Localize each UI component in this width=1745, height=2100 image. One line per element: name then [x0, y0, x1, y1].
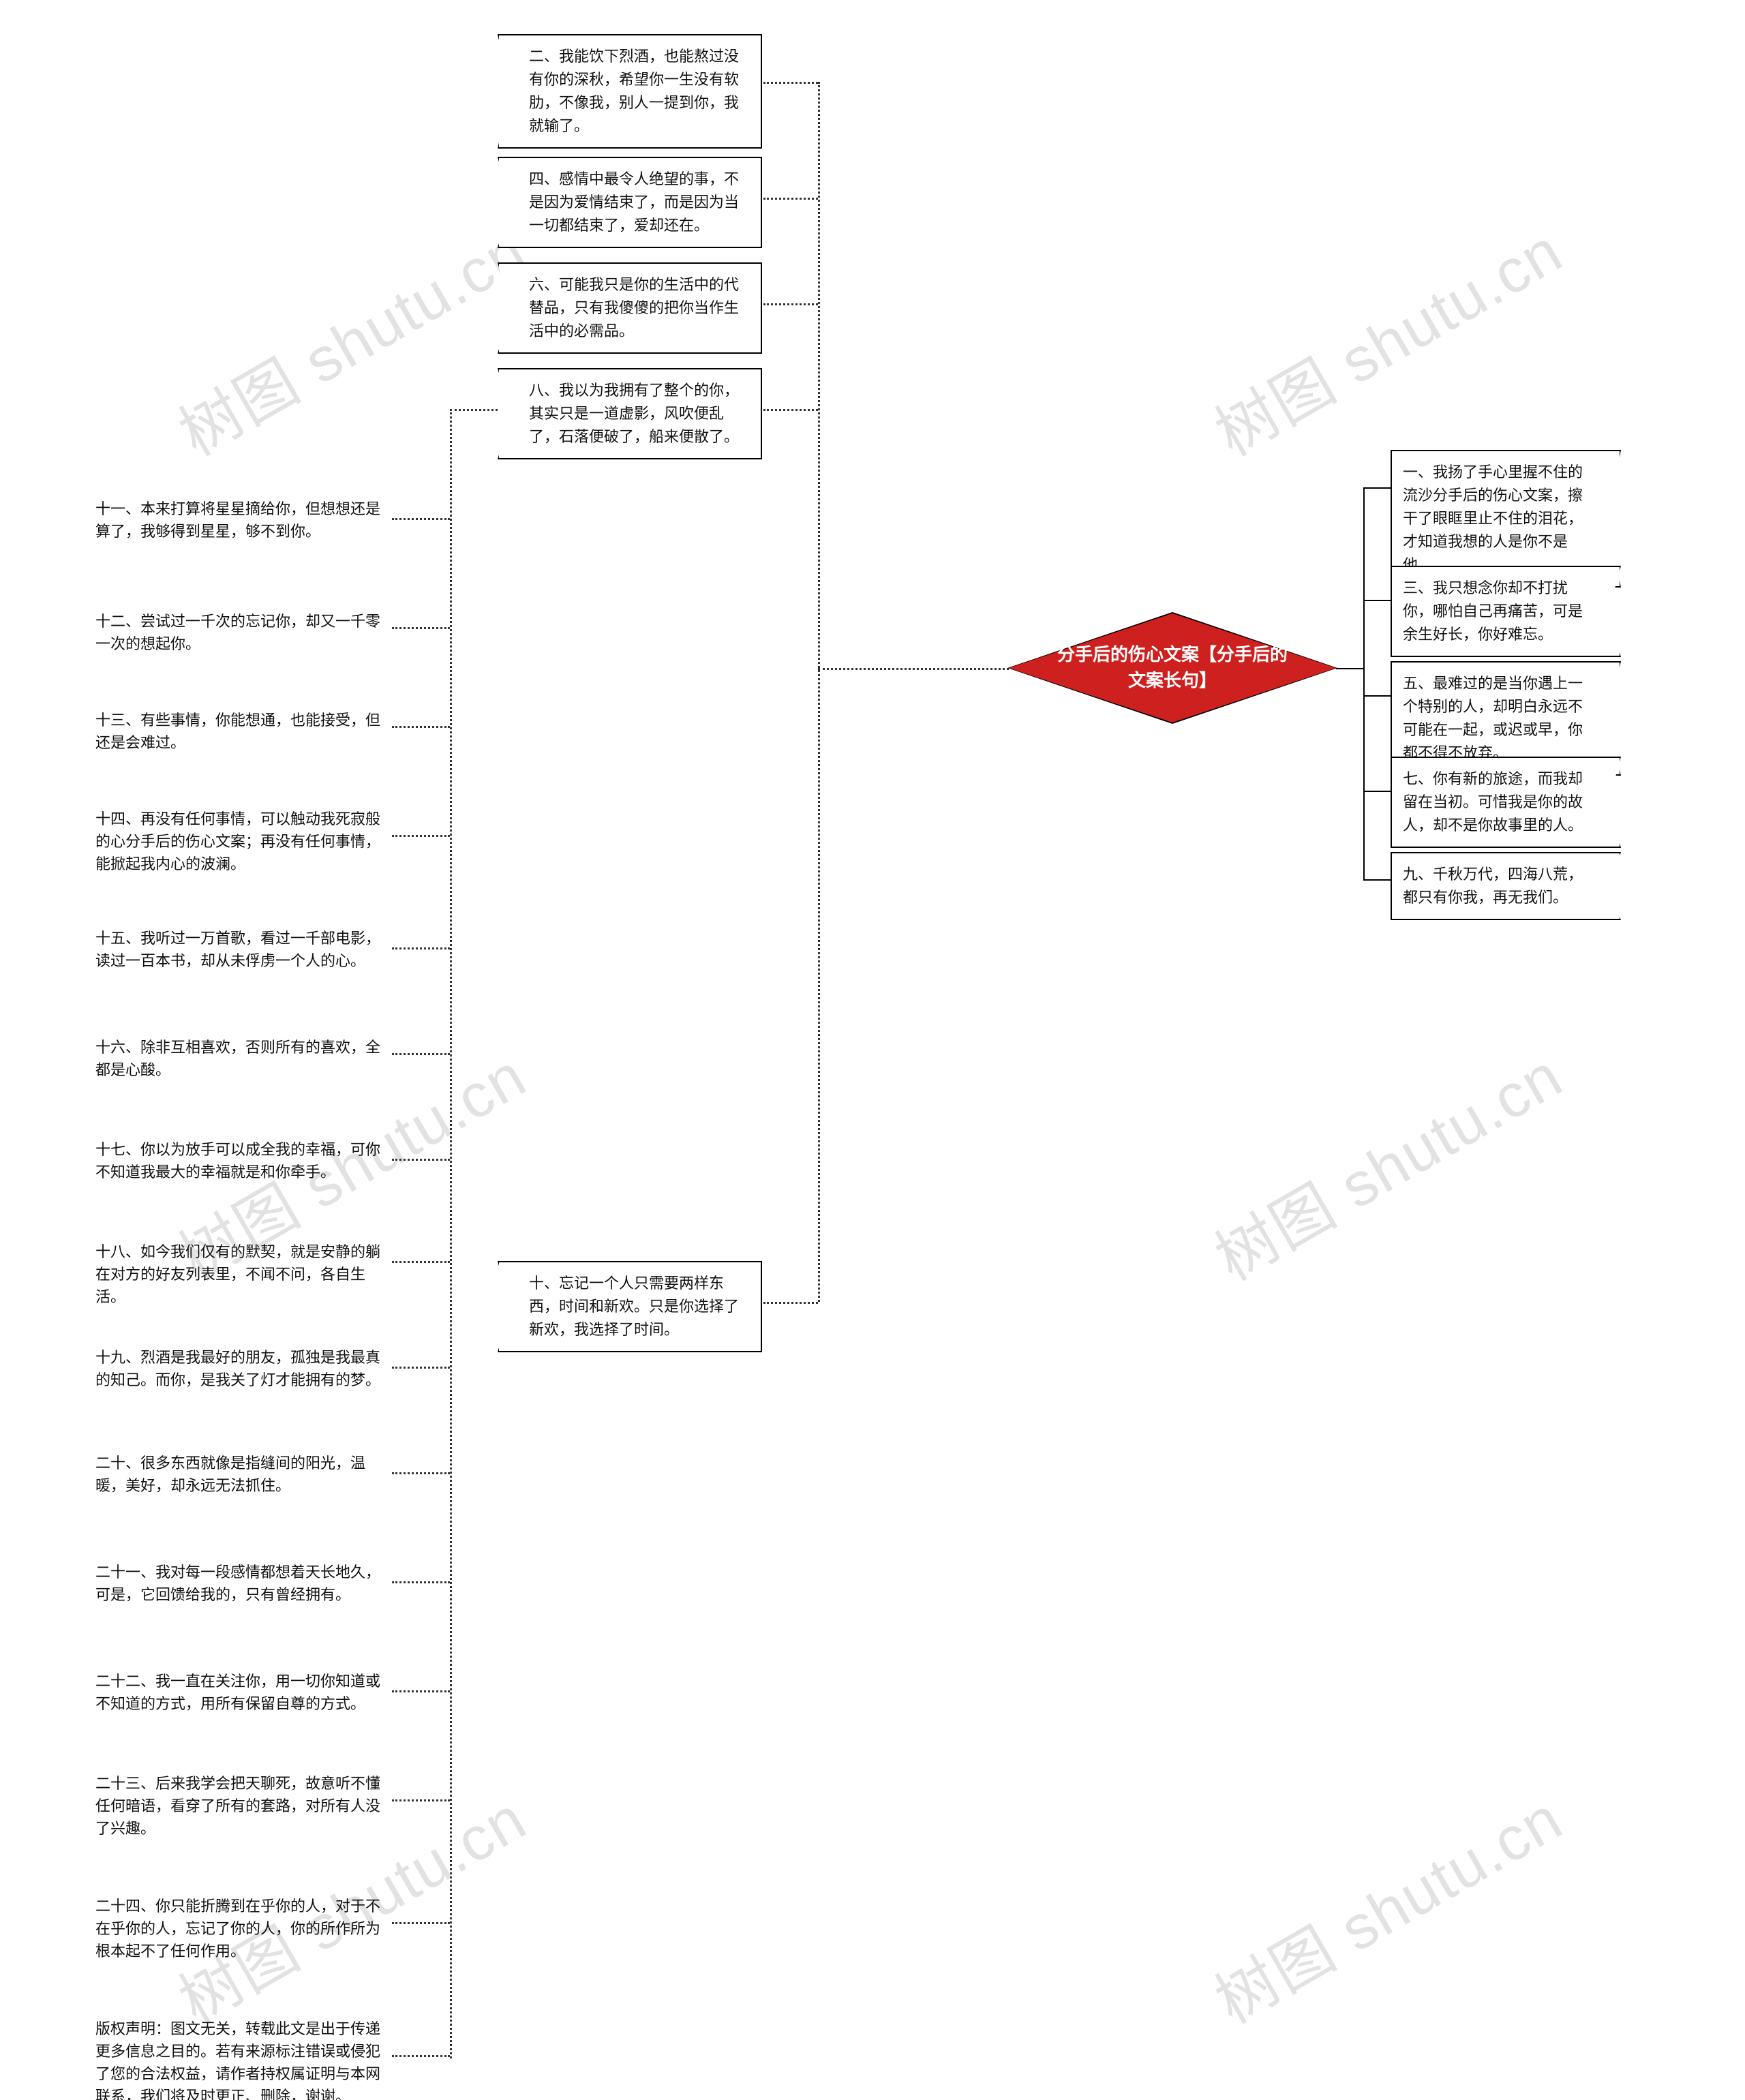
connector	[392, 1053, 450, 1055]
connector	[392, 518, 450, 520]
watermark: 树图 shutu.cn	[1196, 1770, 1575, 2040]
connector	[763, 82, 818, 84]
node-right-3: 三、我只想念你却不打扰你，哪怕自己再痛苦，可是余生好长，你好难忘。	[1391, 566, 1609, 657]
node-left-22: 二十二、我一直在关注你，用一切你知道或不知道的方式，用所有保留自尊的方式。	[95, 1670, 389, 1715]
connector	[1363, 487, 1365, 879]
connector	[392, 1472, 450, 1474]
connector	[392, 726, 450, 728]
center-node: 分手后的伤心文案【分手后的文案长句】	[1009, 613, 1336, 722]
node-left-15: 十五、我听过一万首歌，看过一千部电影，读过一百本书，却从未俘虏一个人的心。	[95, 927, 389, 972]
connector	[392, 2055, 450, 2057]
connector	[392, 1261, 450, 1263]
watermark: 树图 shutu.cn	[1196, 1027, 1575, 1297]
connector	[392, 947, 450, 949]
connector	[392, 1159, 450, 1161]
node-left-copyright: 版权声明：图文无关，转载此文是出于传递更多信息之目的。若有来源标注错误或侵犯了您…	[95, 2018, 389, 2100]
connector	[763, 303, 818, 305]
node-left-11: 十一、本来打算将星星摘给你，但想想还是算了，我够得到星星，够不到你。	[95, 498, 389, 543]
watermark: 树图 shutu.cn	[160, 202, 539, 472]
connector	[392, 627, 450, 629]
connector	[1363, 791, 1391, 792]
node-left-12: 十二、尝试过一千次的忘记你，却又一千零一次的想起你。	[95, 610, 389, 655]
connector	[392, 1922, 450, 1924]
connector	[392, 835, 450, 837]
connector	[763, 1302, 818, 1304]
node-right-9: 九、千秋万代，四海八荒，都只有你我，再无我们。	[1391, 852, 1609, 920]
connector	[818, 668, 1009, 670]
connector	[763, 409, 818, 411]
connector	[392, 1799, 450, 1801]
node-left-19: 十九、烈酒是我最好的朋友，孤独是我最真的知己。而你，是我关了灯才能拥有的梦。	[95, 1346, 389, 1391]
connector	[763, 198, 818, 200]
node-mid-10: 十、忘记一个人只需要两样东西，时间和新欢。只是你选择了新欢，我选择了时间。	[510, 1261, 762, 1352]
node-left-24: 二十四、你只能折腾到在乎你的人，对于不在乎你的人，忘记了你的人，你的所作所为根本…	[95, 1895, 389, 1962]
node-right-7: 七、你有新的旅途，而我却留在当初。可惜我是你的故人，却不是你故事里的人。	[1391, 757, 1609, 848]
node-mid-6: 六、可能我只是你的生活中的代替品，只有我傻傻的把你当作生活中的必需品。	[510, 262, 762, 354]
node-left-16: 十六、除非互相喜欢，否则所有的喜欢，全都是心酸。	[95, 1036, 389, 1081]
node-mid-4: 四、感情中最令人绝望的事，不是因为爱情结束了，而是因为当一切都结束了，爱却还在。	[510, 157, 762, 248]
connector	[1363, 600, 1391, 601]
center-node-label: 分手后的伤心文案【分手后的文案长句】	[1009, 613, 1336, 722]
connector	[1363, 879, 1391, 881]
connector	[392, 1367, 450, 1369]
watermark: 树图 shutu.cn	[1196, 202, 1575, 472]
node-left-17: 十七、你以为放手可以成全我的幸福，可你不知道我最大的幸福就是和你牵手。	[95, 1138, 389, 1183]
connector	[450, 409, 498, 411]
connector	[450, 409, 452, 2058]
node-mid-8: 八、我以为我拥有了整个的你，其实只是一道虚影，风吹便乱了，石落便破了，船来便散了…	[510, 368, 762, 459]
node-left-14: 十四、再没有任何事情，可以触动我死寂般的心分手后的伤心文案；再没有任何事情，能掀…	[95, 808, 389, 875]
node-left-20: 二十、很多东西就像是指缝间的阳光，温暖，美好，却永远无法抓住。	[95, 1452, 389, 1497]
node-left-23: 二十三、后来我学会把天聊死，故意听不懂任何暗语，看穿了所有的套路，对所有人没了兴…	[95, 1772, 389, 1840]
connector	[392, 1581, 450, 1583]
diagram-canvas: 树图 shutu.cn 树图 shutu.cn 树图 shutu.cn 树图 s…	[0, 0, 1745, 2100]
connector	[392, 1690, 450, 1692]
node-mid-2: 二、我能饮下烈酒，也能熬过没有你的深秋，希望你一生没有软肋，不像我，别人一提到你…	[510, 34, 762, 149]
connector	[1336, 668, 1363, 669]
node-left-21: 二十一、我对每一段感情都想着天长地久，可是，它回馈给我的，只有曾经拥有。	[95, 1561, 389, 1606]
connector	[1363, 487, 1391, 489]
node-left-13: 十三、有些事情，你能想通，也能接受，但还是会难过。	[95, 709, 389, 754]
node-left-18: 十八、如今我们仅有的默契，就是安静的躺在对方的好友列表里，不闻不问，各自生活。	[95, 1241, 389, 1308]
connector	[818, 82, 820, 1302]
connector	[1363, 695, 1391, 697]
